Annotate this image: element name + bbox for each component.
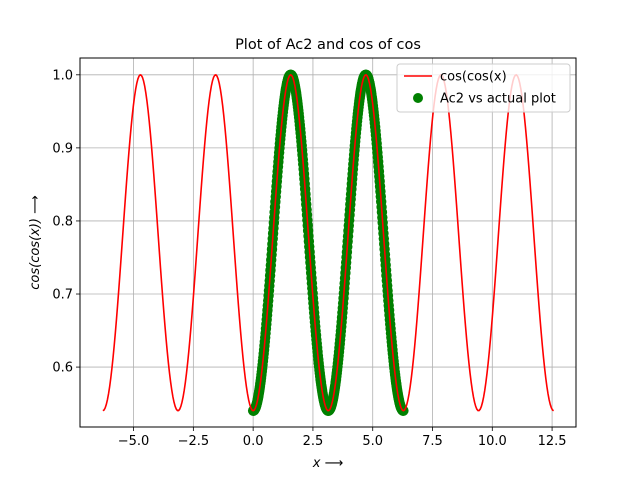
- x-tick-label: 2.5: [303, 434, 324, 449]
- x-axis-label: x ⟶: [312, 456, 343, 471]
- x-tick-label: 7.5: [422, 434, 443, 449]
- y-tick-label: 0.9: [52, 141, 73, 156]
- x-tick-label: 10.0: [478, 434, 507, 449]
- x-tick-label: 12.5: [538, 434, 567, 449]
- legend-scatter-swatch: [413, 93, 423, 103]
- legend: cos(cos(x) Ac2 vs actual plot: [396, 63, 571, 113]
- x-tick-label: 0.0: [243, 434, 264, 449]
- legend-entry-scatter: Ac2 vs actual plot: [440, 92, 556, 107]
- y-axis-label: cos(cos(x)) ⟶: [28, 195, 43, 290]
- x-tick-label: 5.0: [362, 434, 383, 449]
- plot-area: [102, 69, 555, 416]
- axes-frame: [79, 57, 577, 428]
- legend-entry-line: cos(cos(x): [440, 70, 507, 85]
- x-tick-label: −5.0: [118, 434, 150, 449]
- ticks: −5.0 −2.5 0.0 2.5 5.0 7.5 10.0 12.5 0.6 0.7 0.8 0.9…: [52, 68, 566, 449]
- y-tick-label: 0.8: [52, 214, 73, 229]
- y-tick-label: 1.0: [52, 68, 73, 83]
- series-line: [102, 73, 555, 412]
- y-tick-label: 0.6: [52, 361, 73, 376]
- legend-box: [396, 63, 571, 113]
- chart-title: Plot of Ac2 and cos of cos: [235, 37, 421, 53]
- x-tick-label: −2.5: [178, 434, 210, 449]
- y-tick-label: 0.7: [52, 288, 73, 303]
